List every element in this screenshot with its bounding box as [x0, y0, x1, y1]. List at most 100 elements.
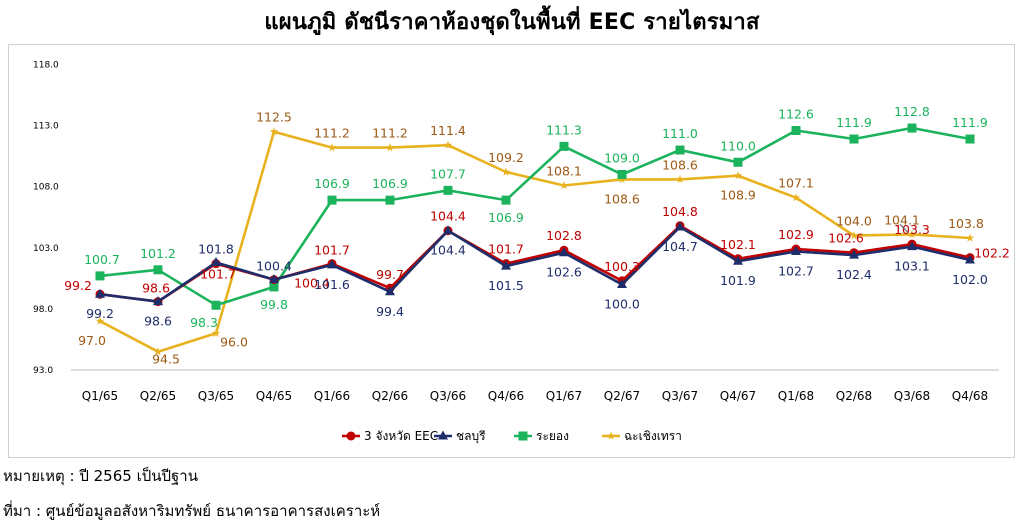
- data-point-chachoengsao: [211, 328, 221, 337]
- data-label-chonburi: 101.9: [720, 273, 756, 288]
- data-point-chonburi: [327, 259, 337, 269]
- data-label-chonburi: 98.6: [144, 314, 172, 329]
- data-point-rayong: [907, 123, 917, 133]
- data-label-eec: 101.7: [200, 267, 236, 282]
- data-point-eec: [346, 431, 356, 441]
- y-tick-label: 98.0: [33, 305, 53, 315]
- data-point-rayong: [733, 157, 743, 167]
- data-point-chachoengsao: [907, 229, 917, 238]
- data-point-rayong: [153, 265, 163, 275]
- data-point-rayong: [849, 134, 859, 144]
- data-label-eec: 102.2: [974, 246, 1010, 261]
- x-tick-label: Q3/66: [430, 389, 466, 403]
- data-point-chachoengsao: [269, 127, 279, 136]
- data-label-chonburi: 101.5: [488, 278, 524, 293]
- series-line-chachoengsao: [99, 130, 971, 353]
- x-tick-label: Q1/65: [82, 389, 118, 403]
- legend-label-eec: 3 จังหวัด EEC: [364, 429, 438, 443]
- data-point-rayong: [791, 125, 801, 135]
- legend-label-chonburi: ชลบุรี: [456, 429, 486, 444]
- data-label-rayong: 112.6: [778, 106, 814, 121]
- data-label-chonburi: 102.4: [836, 267, 872, 282]
- x-tick-label: Q2/65: [140, 389, 176, 403]
- data-label-eec: 102.9: [778, 227, 814, 242]
- data-label-chachoengsao: 108.9: [720, 188, 756, 203]
- data-label-chachoengsao: 108.6: [604, 191, 640, 206]
- chart-title: แผนภูมิ ดัชนีราคาห้องชุดในพื้นที่ EEC รา…: [264, 10, 760, 35]
- data-label-chachoengsao: 112.5: [256, 110, 292, 125]
- data-point-rayong: [211, 300, 221, 310]
- y-tick-label: 103.0: [33, 244, 59, 254]
- data-point-chonburi: [849, 249, 859, 259]
- data-label-rayong: 112.8: [894, 104, 930, 119]
- data-label-eec: 101.7: [488, 242, 524, 257]
- data-label-eec: 99.7: [376, 267, 404, 282]
- data-label-rayong: 98.3: [190, 315, 218, 330]
- data-label-chonburi: 103.1: [894, 259, 930, 274]
- x-tick-label: Q3/68: [894, 389, 930, 403]
- leader-line: [899, 224, 909, 233]
- x-tick-label: Q2/66: [372, 389, 408, 403]
- data-point-chachoengsao: [153, 347, 163, 356]
- data-point-chonburi: [269, 274, 279, 284]
- data-label-chachoengsao: 97.0: [78, 333, 106, 348]
- x-tick-label: Q3/67: [662, 389, 698, 403]
- series-line-rayong: [99, 126, 971, 307]
- data-label-chonburi: 99.4: [376, 304, 404, 319]
- data-label-rayong: 107.7: [430, 166, 466, 181]
- data-label-rayong: 106.9: [488, 210, 524, 225]
- x-tick-label: Q4/65: [256, 389, 292, 403]
- data-point-rayong: [675, 145, 685, 155]
- data-point-chonburi: [443, 225, 453, 235]
- data-label-eec: 104.4: [430, 209, 466, 224]
- data-point-chonburi: [617, 278, 627, 288]
- x-tick-label: Q4/66: [488, 389, 524, 403]
- data-point-rayong: [518, 431, 528, 441]
- data-label-chachoengsao: 111.2: [372, 126, 408, 141]
- data-label-eec: 103.3: [894, 222, 930, 237]
- data-point-chachoengsao: [849, 231, 859, 240]
- data-point-chachoengsao: [95, 316, 105, 325]
- data-point-chonburi: [559, 247, 569, 257]
- x-tick-label: Q1/68: [778, 389, 814, 403]
- data-label-chachoengsao: 104.1: [884, 212, 920, 227]
- data-point-rayong: [617, 169, 627, 179]
- data-label-eec: 104.8: [662, 204, 698, 219]
- data-label-eec: 99.2: [64, 278, 92, 293]
- data-label-chachoengsao: 94.5: [152, 352, 180, 367]
- data-label-chachoengsao: 109.2: [488, 150, 524, 165]
- data-point-chonburi: [675, 221, 685, 231]
- data-label-chachoengsao: 96.0: [220, 334, 248, 349]
- data-label-rayong: 106.9: [372, 176, 408, 191]
- legend-label-rayong: ระยอง: [536, 429, 569, 443]
- data-label-chachoengsao: 104.0: [836, 214, 872, 229]
- x-tick-label: Q1/66: [314, 389, 350, 403]
- data-label-rayong: 106.9: [314, 176, 350, 191]
- data-label-rayong: 111.9: [836, 115, 872, 130]
- data-label-chonburi: 101.8: [198, 241, 234, 256]
- data-label-chonburi: 101.6: [314, 277, 350, 292]
- data-point-chachoengsao: [733, 171, 743, 180]
- data-label-rayong: 110.0: [720, 138, 756, 153]
- source-note: ที่มา : ศูนย์ข้อมูลอสังหาริมทรัพย์ ธนาคา…: [3, 502, 381, 520]
- data-label-chachoengsao: 108.6: [662, 157, 698, 172]
- x-tick-label: Q2/67: [604, 389, 640, 403]
- data-point-chachoengsao: [385, 143, 395, 152]
- data-label-rayong: 101.2: [140, 246, 176, 261]
- data-label-rayong: 111.9: [952, 115, 988, 130]
- data-label-chachoengsao: 111.4: [430, 123, 466, 138]
- data-point-chonburi: [211, 256, 221, 266]
- data-label-eec: 101.7: [314, 243, 350, 258]
- data-label-rayong: 99.8: [260, 297, 288, 312]
- y-tick-label: 113.0: [33, 122, 59, 132]
- data-point-rayong: [443, 185, 453, 195]
- x-tick-label: Q1/67: [546, 389, 582, 403]
- data-point-rayong: [965, 134, 975, 144]
- y-tick-label: 93.0: [33, 366, 53, 376]
- data-label-eec: 100.3: [604, 259, 640, 274]
- data-label-chonburi: 104.7: [662, 239, 698, 254]
- data-point-chonburi: [385, 286, 395, 296]
- data-point-chachoengsao: [606, 431, 616, 440]
- data-label-chonburi: 104.4: [430, 243, 466, 258]
- data-label-eec: 102.1: [720, 237, 756, 252]
